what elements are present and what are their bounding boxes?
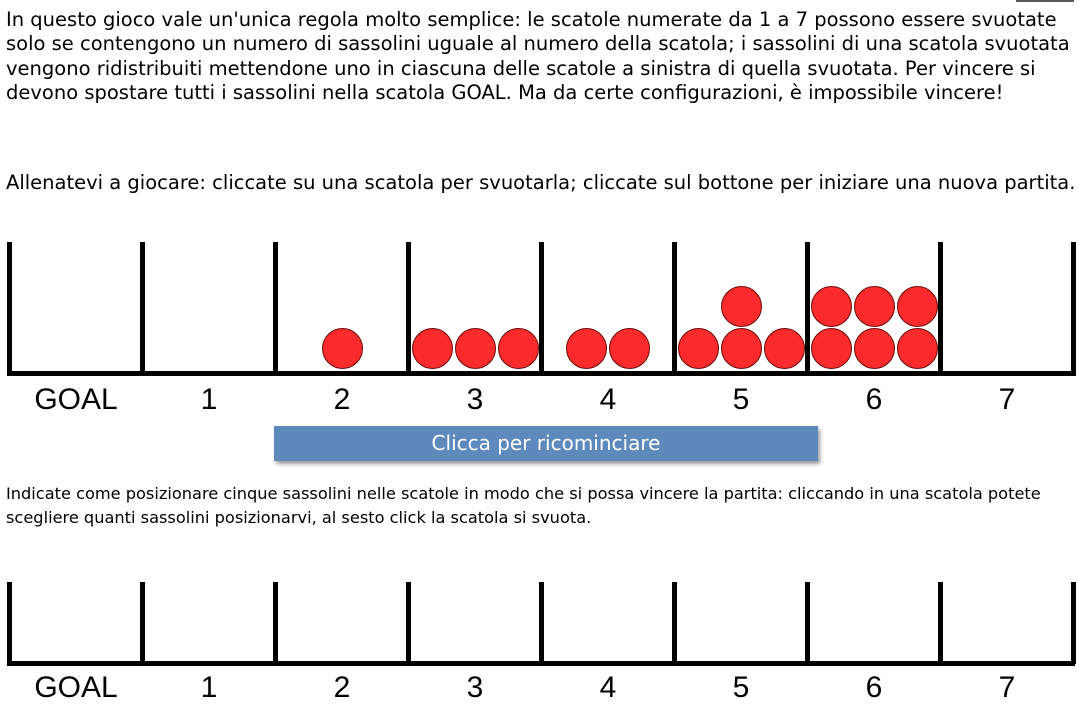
box-label: 4: [599, 383, 617, 416]
box-wall: [7, 582, 12, 664]
box-4[interactable]: [544, 582, 672, 661]
top-divider: [1016, 0, 1074, 2]
box-label: 7: [998, 383, 1016, 416]
box-wall: [7, 242, 12, 376]
pebble: [677, 328, 719, 369]
box-7[interactable]: [943, 242, 1071, 371]
box-wall: [273, 242, 278, 376]
pebble: [810, 286, 852, 327]
box-label: 2: [333, 671, 351, 704]
pebble: [763, 328, 805, 369]
box-wall: [805, 582, 810, 664]
board-floor: [7, 371, 1075, 376]
box-label: 7: [998, 671, 1016, 704]
pebble: [810, 328, 852, 369]
box-1[interactable]: [145, 582, 273, 661]
box-wall: [140, 582, 145, 664]
pebble: [720, 286, 762, 327]
box-6[interactable]: [810, 582, 938, 661]
box-label: 3: [466, 383, 484, 416]
box-wall: [406, 242, 411, 376]
box-wall: [273, 582, 278, 664]
box-label: 1: [200, 383, 218, 416]
box-label: 6: [865, 383, 883, 416]
box-goal: [12, 242, 140, 371]
box-wall: [672, 242, 677, 376]
pebble: [321, 328, 363, 369]
pebble: [609, 328, 650, 369]
pebble: [896, 286, 938, 327]
pebble: [853, 328, 895, 369]
box-label: 4: [599, 671, 617, 704]
pebble: [896, 328, 938, 369]
rules-text: In questo gioco vale un'unica regola mol…: [6, 8, 1070, 104]
box-2[interactable]: [278, 582, 406, 661]
practice-instructions: Allenatevi a giocare: cliccate su una sc…: [6, 171, 1076, 194]
box-7[interactable]: [943, 582, 1071, 661]
box-label: 5: [732, 383, 750, 416]
box-label: 2: [333, 383, 351, 416]
pebble: [720, 328, 762, 369]
pebble: [497, 328, 539, 369]
box-wall: [539, 242, 544, 376]
box-wall: [805, 242, 810, 376]
box-label: 6: [865, 671, 883, 704]
box-goal: [12, 582, 140, 661]
box-label: 1: [200, 671, 218, 704]
goal-label: GOAL: [34, 383, 118, 416]
box-wall: [140, 242, 145, 376]
box-wall: [1071, 242, 1076, 376]
box-3[interactable]: [411, 582, 539, 661]
box-label: 5: [732, 671, 750, 704]
goal-label: GOAL: [34, 671, 118, 704]
pebble: [411, 328, 453, 369]
box-wall: [1071, 582, 1076, 664]
box-wall: [938, 582, 943, 664]
box-label: 3: [466, 671, 484, 704]
box-4[interactable]: [544, 242, 672, 371]
pebble: [853, 286, 895, 327]
restart-button[interactable]: Clicca per ricominciare: [274, 426, 818, 461]
box-wall: [539, 582, 544, 664]
practice-board: GOAL 1 2 3 4 5 6 7: [0, 238, 1083, 423]
box-wall: [672, 582, 677, 664]
puzzle-board: GOAL 1 2 3 4 5 6 7: [0, 580, 1083, 720]
box-1[interactable]: [145, 242, 273, 371]
puzzle-instructions: Indicate come posizionare cinque sassoli…: [6, 484, 1041, 527]
board-floor: [7, 661, 1075, 666]
pebble: [454, 328, 496, 369]
box-5[interactable]: [677, 582, 805, 661]
box-wall: [406, 582, 411, 664]
pebble: [566, 328, 607, 369]
box-wall: [938, 242, 943, 376]
